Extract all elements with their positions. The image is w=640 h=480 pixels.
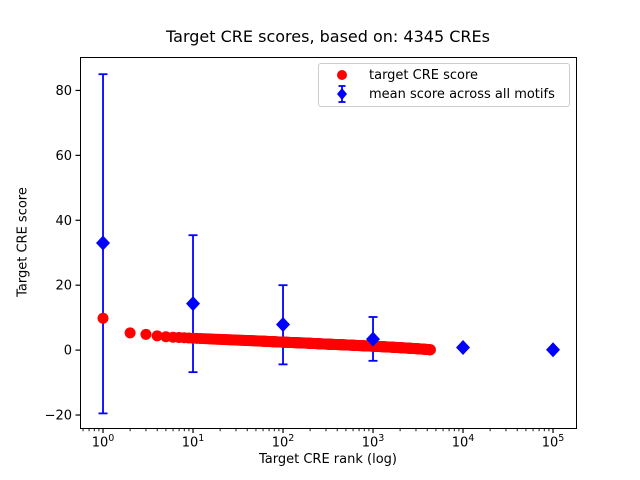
legend-item-target-cre-score: target CRE score (325, 66, 563, 84)
y-tick-label: −20 (45, 409, 72, 424)
target-score-point (97, 312, 109, 324)
y-tick-label: 40 (55, 214, 72, 229)
mean-score-point (276, 316, 291, 332)
y-tick-label: 80 (55, 84, 72, 99)
blue-diamond-marker-icon (325, 84, 359, 104)
target-score-point (124, 327, 136, 339)
target-score-point (424, 344, 436, 356)
x-tick-label: 105 (542, 433, 565, 451)
y-tick-label: 60 (55, 149, 72, 164)
y-axis-label: Target CRE score (15, 187, 31, 297)
x-tick-label: 102 (272, 433, 295, 451)
x-tick-label: 104 (452, 433, 475, 451)
mean-score-point (456, 340, 471, 356)
legend-label: target CRE score (369, 67, 479, 83)
mean-score-point (96, 235, 111, 251)
x-tick-label: 100 (92, 433, 115, 451)
y-tick-label: 0 (64, 344, 72, 359)
legend: target CRE score mean score across all m… (318, 63, 570, 107)
x-axis-label: Target CRE rank (log) (259, 452, 397, 467)
mean-score-point (186, 296, 201, 312)
red-circle-marker-icon (325, 68, 359, 82)
x-tick-label: 103 (362, 433, 385, 451)
x-tick-label: 101 (182, 433, 205, 451)
target-score-point (151, 330, 163, 342)
chart-title: Target CRE scores, based on: 4345 CREs (166, 27, 490, 46)
target-score-point (140, 328, 152, 340)
legend-label: mean score across all motifs (369, 86, 555, 102)
mean-score-point (366, 331, 381, 347)
legend-item-mean-score: mean score across all motifs (325, 84, 563, 104)
plot-border (80, 57, 577, 429)
y-tick-label: 20 (55, 279, 72, 294)
mean-score-point (546, 342, 561, 358)
